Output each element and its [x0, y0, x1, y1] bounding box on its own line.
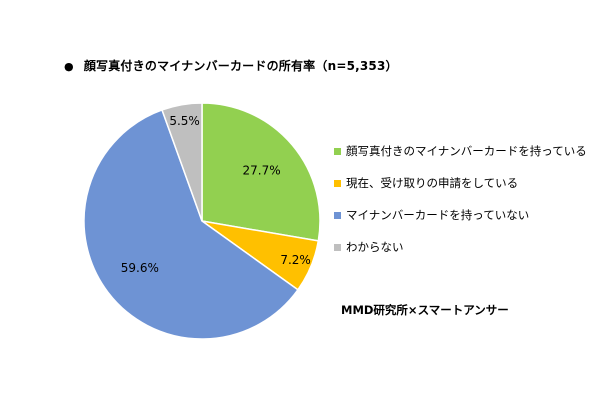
legend-swatch	[334, 211, 341, 219]
chart-title: ● 顔写真付きのマイナンバーカードの所有率（n=5,353）	[64, 57, 398, 74]
legend-item-unknown: わからない	[334, 239, 587, 255]
pie-slice-have-card	[201, 102, 321, 242]
legend-label: 顔写真付きのマイナンバーカードを持っている	[346, 144, 587, 158]
legend-item-have-card: 顔写真付きのマイナンバーカードを持っている	[334, 143, 587, 159]
data-label-applying: 7.2%	[280, 253, 311, 267]
source-credit: MMD研究所×スマートアンサー	[341, 303, 509, 317]
legend-swatch	[334, 147, 341, 155]
legend-swatch	[334, 179, 341, 187]
legend-label: マイナンバーカードを持っていない	[346, 208, 530, 222]
legend-label: 現在、受け取りの申請をしている	[346, 176, 519, 190]
legend: 顔写真付きのマイナンバーカードを持っている 現在、受け取りの申請をしている マイ…	[334, 143, 587, 271]
data-label-no-card: 59.6%	[121, 261, 159, 275]
legend-label: わからない	[346, 240, 404, 254]
pie-slice-unknown	[161, 102, 203, 222]
legend-item-no-card: マイナンバーカードを持っていない	[334, 207, 587, 223]
legend-swatch	[334, 243, 341, 251]
pie-slices	[83, 102, 321, 340]
data-label-have-card: 27.7%	[243, 164, 281, 178]
pie-slice-no-card	[83, 109, 299, 340]
chart-title-text: 顔写真付きのマイナンバーカードの所有率（n=5,353）	[83, 59, 398, 73]
data-label-unknown: 5.5%	[169, 114, 200, 128]
pie-slice-labels: 27.7% 7.2% 59.6% 5.5%	[121, 114, 311, 275]
legend-item-applying: 現在、受け取りの申請をしている	[334, 175, 587, 191]
title-bullet: ●	[64, 60, 74, 73]
